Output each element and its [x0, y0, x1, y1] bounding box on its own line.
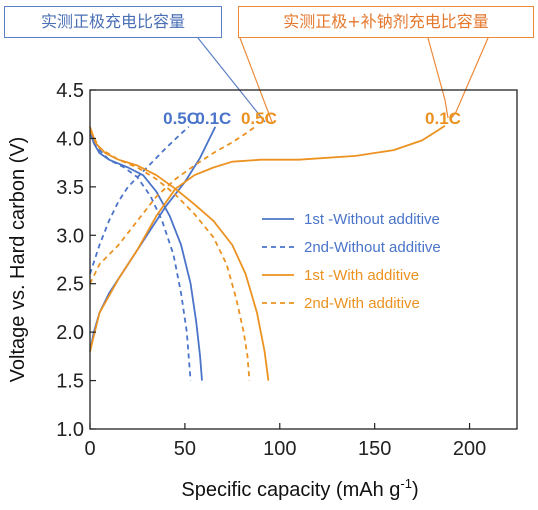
- y-tick-label: 4.0: [56, 128, 84, 150]
- tick-labels: 0 50 100 150 200 1.0 1.5 2.0 2.5 3.0 3.5 4.0 4.5: [56, 80, 486, 460]
- callout-without-additive: 实测正极充电比容量: [4, 6, 222, 38]
- rate-label: 0.1C: [425, 109, 461, 128]
- callout-blue-pointer: [197, 37, 266, 123]
- legend-entry: 2nd-Without additive: [304, 239, 441, 256]
- y-tick-label: 2.0: [56, 322, 84, 344]
- x-tick-label: 50: [174, 438, 196, 460]
- rate-label: 0.1C: [195, 109, 231, 128]
- series-3-discharge-curve: [89, 126, 270, 381]
- y-tick-label: 2.5: [56, 274, 84, 296]
- legend-entry: 1st -With additive: [304, 267, 419, 284]
- rate-labels: 0.5C0.1C 0.5C 0.1C: [163, 109, 461, 128]
- y-tick-label: 1.5: [56, 371, 84, 393]
- series-1-discharge-curve: [89, 130, 203, 381]
- x-tick-label: 200: [453, 438, 486, 460]
- series-4-charge-curve: [89, 126, 256, 285]
- legend-entry: 1st -Without additive: [304, 211, 440, 228]
- axes: [89, 89, 518, 430]
- x-axis-title: Specific capacity (mAh g-1): [181, 476, 418, 501]
- series-3-charge-curve: [89, 125, 446, 352]
- plot-series: [89, 125, 446, 381]
- callout-with-additive: 实测正极+补钠剂充电比容量: [238, 6, 534, 38]
- y-tick-label: 3.5: [56, 177, 84, 199]
- callout-orange-pointer-2: [449, 37, 489, 121]
- legend-entry: 2nd-With additive: [304, 295, 420, 312]
- series-2-charge-curve: [89, 126, 190, 275]
- x-tick-label: 100: [263, 438, 296, 460]
- callout-pointers: [197, 37, 489, 123]
- y-tick-label: 1.0: [56, 419, 84, 441]
- y-tick-label: 4.5: [56, 80, 84, 102]
- y-axis-title: Voltage vs. Hard carbon (V): [7, 137, 29, 383]
- rate-label: 0.5C: [163, 109, 199, 128]
- y-tick-label: 3.0: [56, 225, 84, 247]
- x-tick-label: 0: [84, 438, 95, 460]
- callout-orange-pointer: [427, 37, 449, 119]
- series-4-discharge-curve: [89, 130, 251, 381]
- x-tick-label: 150: [358, 438, 391, 460]
- callout-orange-pointer-3: [239, 37, 273, 123]
- rate-label: 0.5C: [241, 109, 277, 128]
- plot-frame: [89, 89, 518, 430]
- legend: 1st -Without additive 2nd-Without additiv…: [262, 211, 441, 312]
- series-2-discharge-curve: [89, 133, 192, 381]
